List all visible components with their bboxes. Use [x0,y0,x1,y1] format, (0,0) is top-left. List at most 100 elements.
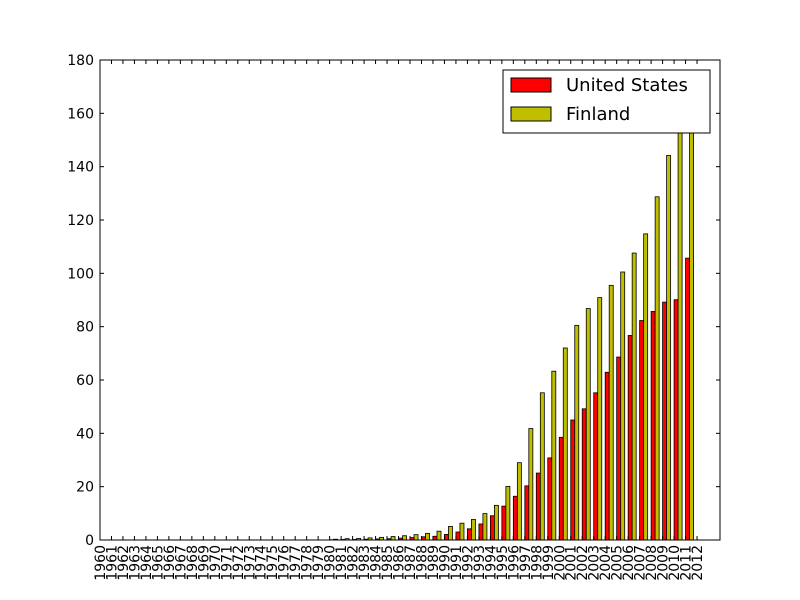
bar-finland-2005 [620,271,626,540]
x-tick-label: 1999 [541,545,557,581]
legend-swatch-united-states [510,77,552,93]
x-tick-label: 1964 [139,545,155,581]
bar-finland-1998 [539,392,545,540]
x-tick-label: 2005 [610,545,626,581]
x-tick-label: 1968 [185,545,201,581]
bar-united-states-1998 [535,472,541,540]
bar-finland-2003 [597,297,603,540]
legend: United States Finland [502,69,711,134]
x-tick-label: 1990 [437,545,453,581]
x-tick-label: 1965 [150,545,166,581]
bar-finland-2006 [631,252,637,540]
bar-finland-1997 [528,428,534,540]
x-tick-label: 1984 [369,545,385,581]
bar-finland-2009 [666,155,672,540]
bar-united-states-2001 [570,419,576,540]
x-tick-label: 1989 [426,545,442,581]
x-tick-label: 2009 [656,545,672,581]
bar-united-states-2009 [662,301,668,540]
x-tick-label: 1985 [380,545,396,581]
x-tick-label: 1991 [449,545,465,581]
bar-united-states-2008 [650,311,656,540]
x-tick-label: 1987 [403,545,419,581]
x-tick-label: 1967 [173,545,189,581]
x-tick-label: 1973 [242,545,258,581]
y-tick-label: 140 [67,160,94,176]
bar-finland-1990 [448,526,453,540]
x-tick-label: 2012 [690,545,706,581]
bar-united-states-1997 [524,485,530,540]
x-tick-label: 2002 [575,545,591,581]
x-tick-label: 1977 [288,545,304,581]
y-axis: 0 20 40 60 80 100 120 140 160 180 [67,53,720,549]
bar-finland-2004 [608,284,614,540]
x-axis: 1960196119621963196419651966196719681969… [93,60,706,581]
bar-united-states-2002 [581,408,587,540]
y-tick-label: 180 [67,53,94,69]
x-tick-label: 2008 [644,545,660,581]
x-tick-label: 2001 [564,545,580,581]
y-tick-label: 60 [76,373,94,389]
bar-finland-2007 [643,233,649,540]
x-tick-label: 1994 [483,545,499,581]
bar-finland-1996 [516,462,522,540]
legend-swatch-finland [510,106,552,122]
x-tick-label: 1974 [254,545,270,581]
x-tick-label: 1972 [231,545,247,581]
bar-united-states-1995 [501,505,507,540]
x-tick-label: 1998 [529,545,545,581]
bar-united-states-1996 [512,495,518,540]
y-tick-label: 40 [76,426,94,442]
bar-finland-1987 [413,534,419,540]
legend-label-united-states: United States [566,75,688,96]
x-tick-label: 1966 [162,545,178,581]
x-tick-label: 1960 [93,545,109,581]
bar-finland-2001 [574,324,580,540]
x-tick-label: 1961 [104,545,120,581]
x-tick-label: 2010 [667,545,683,581]
x-tick-label: 1992 [460,545,476,581]
legend-label-finland: Finland [566,104,630,125]
x-tick-label: 1962 [116,545,132,581]
bar-united-states-1991 [455,531,461,540]
bar-united-states-2007 [639,320,645,540]
x-tick-label: 1995 [495,545,511,581]
bar-finland-1988 [425,532,430,540]
x-tick-label: 1997 [518,545,534,581]
x-tick-label: 1976 [277,545,293,581]
bar-united-states-2000 [558,436,564,540]
x-tick-label: 1982 [346,545,362,581]
x-tick-label: 1963 [127,545,143,581]
x-tick-label: 1978 [300,545,316,581]
bar-finland-1994 [493,504,499,540]
bar-finland-2000 [562,347,568,540]
x-tick-label: 1981 [334,545,350,581]
bar-finland-2010 [677,122,683,540]
bar-united-states-1999 [547,457,553,540]
y-tick-label: 120 [67,213,94,229]
x-tick-label: 1971 [219,545,235,581]
x-tick-label: 1986 [392,545,408,581]
x-tick-label: 1988 [414,545,430,581]
bar-united-states-2003 [593,392,599,540]
bar-finland-1993 [482,513,488,540]
bars-layer [329,118,694,540]
bar-finland-1991 [459,522,465,540]
bar-finland-2011 [689,118,694,540]
x-tick-label: 1983 [357,545,373,581]
x-tick-label: 1969 [196,545,212,581]
bar-united-states-2011 [685,257,690,540]
y-tick-label: 20 [76,480,94,496]
x-tick-label: 1996 [506,545,522,581]
bar-finland-1999 [551,370,557,540]
bar-finland-1982 [356,538,362,540]
x-tick-label: 2000 [552,545,568,581]
bar-finland-1985 [390,536,396,540]
bar-finland-1981 [344,538,350,540]
x-tick-label: 2011 [679,545,695,581]
y-tick-label: 100 [67,266,94,282]
bar-united-states-2010 [673,299,679,540]
bar-united-states-1989 [432,535,438,540]
bar-united-states-1990 [444,534,449,540]
